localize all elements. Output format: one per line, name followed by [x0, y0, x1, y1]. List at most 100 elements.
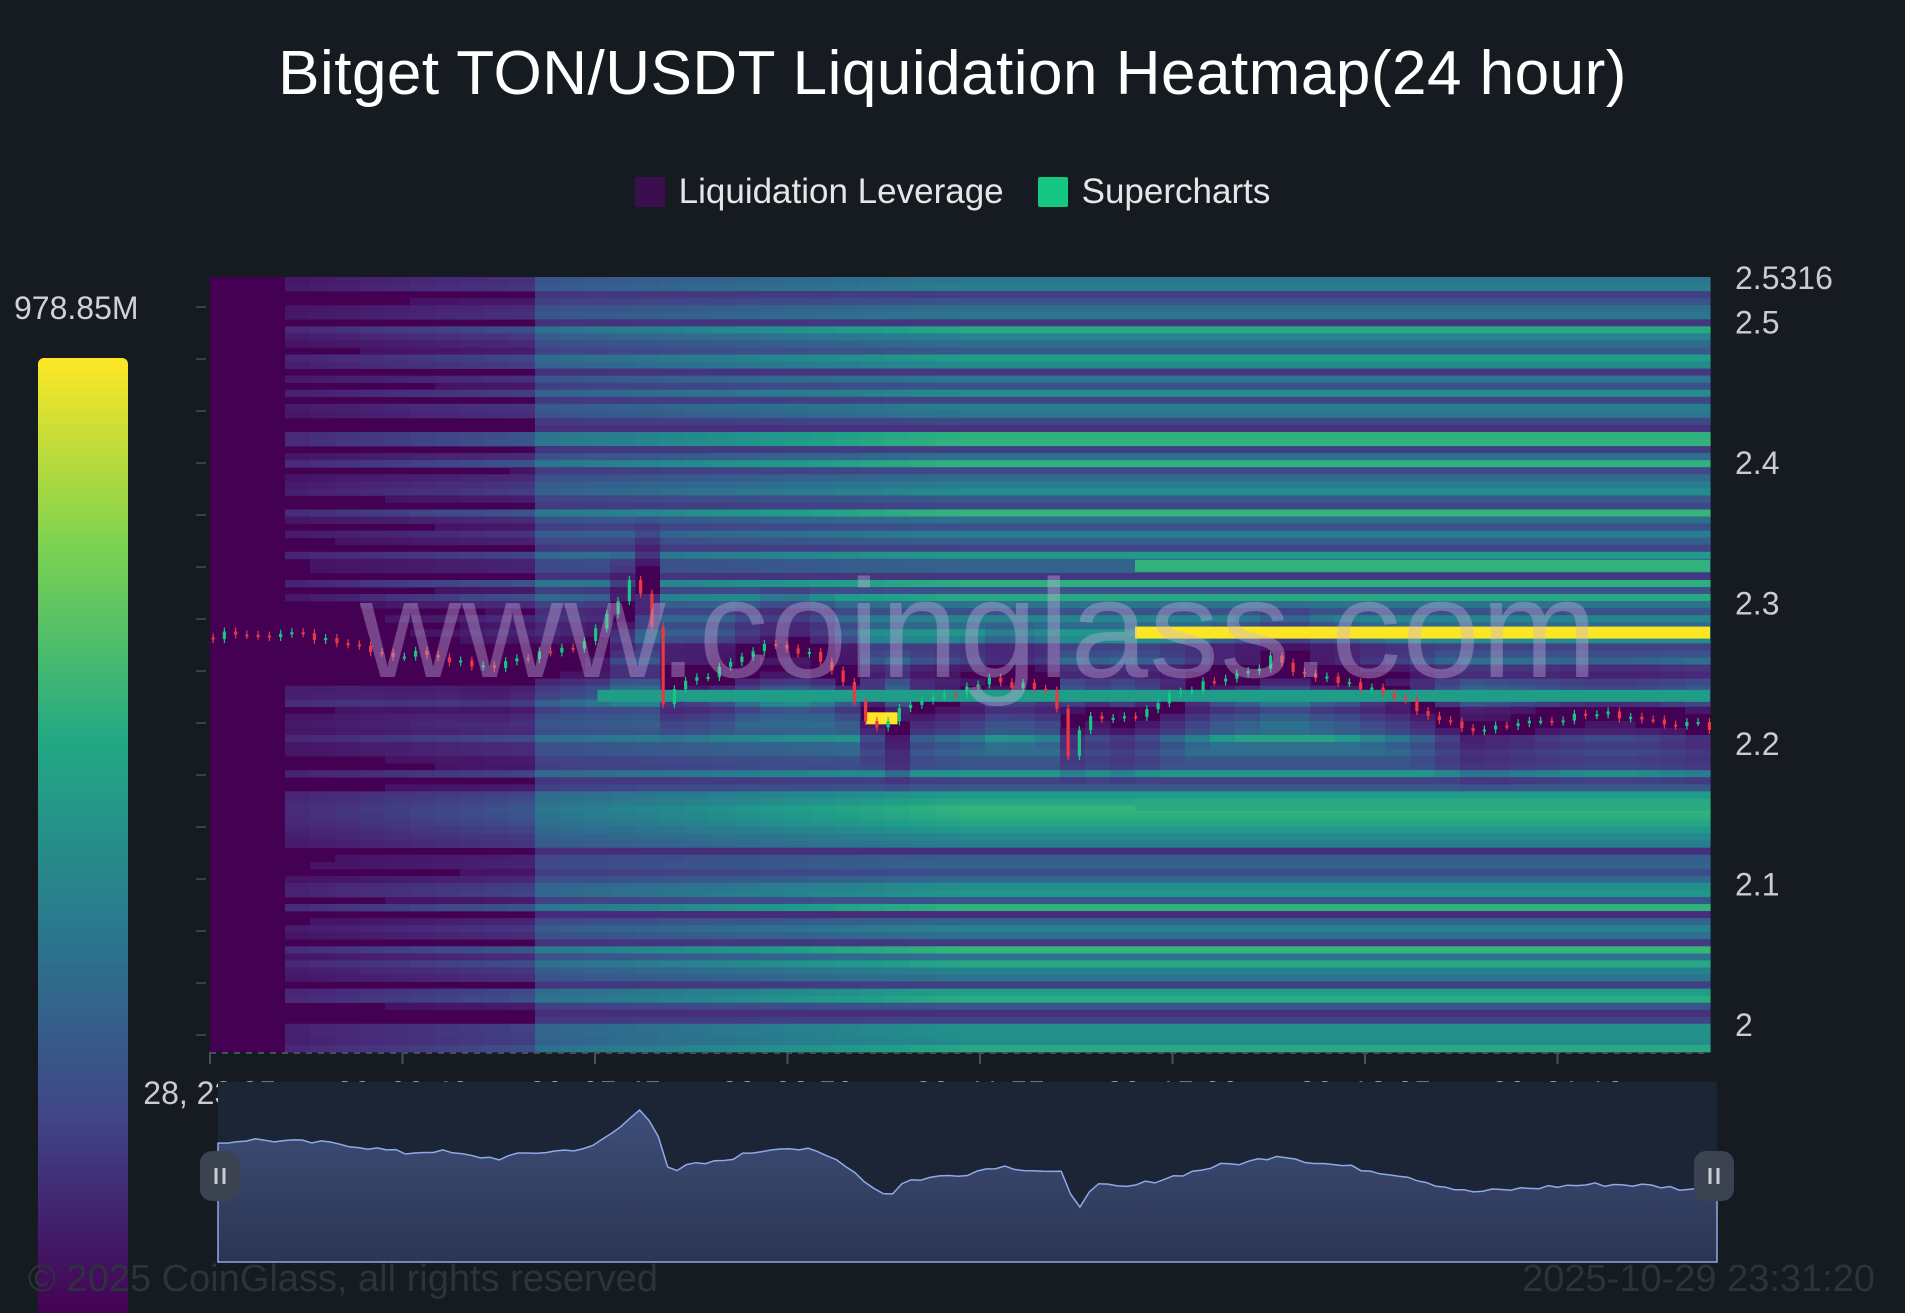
heat-cell: [835, 911, 861, 919]
heat-cell: [1310, 1037, 1336, 1046]
heat-cell: [1310, 1023, 1336, 1032]
heat-cell: [660, 911, 686, 919]
heat-cell: [885, 375, 911, 383]
heat-cell: [1185, 812, 1211, 820]
heat-cell: [335, 706, 361, 715]
heat-cell: [885, 410, 911, 419]
heat-cell: [785, 882, 811, 891]
heat-cell: [1160, 819, 1186, 827]
heat-cell: [735, 382, 761, 391]
heat-cell: [1135, 840, 1161, 848]
heat-cell: [585, 580, 611, 588]
heat-cell: [985, 305, 1011, 313]
heat-cell: [635, 601, 661, 609]
heat-cell: [460, 918, 486, 926]
heat-cell: [1035, 333, 1061, 341]
heat-cell: [1410, 291, 1436, 299]
heat-cell: [1485, 467, 1511, 475]
heat-cell: [1135, 403, 1161, 412]
heat-cell: [385, 925, 411, 933]
heat-cell: [1235, 812, 1261, 820]
heat-cell: [385, 277, 411, 285]
heatmap-area[interactable]: [210, 277, 1711, 1053]
heat-cell: [1160, 333, 1186, 341]
heat-cell: [760, 558, 786, 567]
heat-cell: [1260, 396, 1286, 405]
heat-cell: [810, 861, 836, 870]
heat-cell: [885, 1023, 911, 1032]
heat-cell: [1210, 770, 1236, 778]
heat-cell: [385, 988, 411, 996]
heat-cell: [560, 1037, 586, 1046]
heat-cell: [810, 481, 836, 489]
heat-cell: [435, 840, 461, 848]
heat-cell: [710, 636, 736, 644]
heat-cell: [1060, 847, 1086, 856]
heat-cell: [1285, 622, 1311, 630]
heat-cell: [810, 544, 836, 553]
heat-cell: [860, 298, 886, 306]
heat-cell: [835, 410, 861, 419]
heat-cell: [685, 861, 711, 870]
heat-cell: [810, 615, 836, 623]
legend-item-supercharts[interactable]: Supercharts: [1037, 172, 1270, 212]
heat-cell: [635, 904, 661, 912]
heat-cell: [635, 770, 661, 778]
heat-cell: [1310, 995, 1336, 1003]
heat-cell: [510, 580, 536, 588]
heat-cell: [1285, 615, 1311, 623]
heat-cell: [1260, 587, 1286, 595]
heat-cell: [285, 340, 311, 348]
heat-cell: [385, 967, 411, 975]
legend-item-liquidation-leverage[interactable]: Liquidation Leverage: [634, 172, 1004, 212]
heat-cell: [760, 389, 786, 398]
heat-cell: [1510, 277, 1536, 285]
heat-cell: [985, 897, 1011, 905]
heat-cell: [760, 657, 786, 665]
heat-cell: [1360, 784, 1386, 792]
heat-cell: [435, 558, 461, 567]
heat-cell: [1310, 890, 1336, 898]
heat-cell: [560, 819, 586, 827]
heat-cell: [585, 875, 611, 884]
heat-cell: [660, 995, 686, 1003]
heat-cell: [635, 403, 661, 412]
heat-cell: [1360, 735, 1386, 743]
heat-cell: [985, 911, 1011, 919]
heat-cell: [1460, 791, 1486, 799]
heat-cell: [1385, 284, 1411, 292]
heat-cell: [835, 1037, 861, 1046]
heat-cell: [1485, 594, 1511, 602]
heat-cell: [1260, 791, 1286, 799]
heat-cell: [835, 974, 861, 982]
heat-cell: [960, 882, 986, 891]
heat-cell: [985, 777, 1011, 785]
heat-cell: [1060, 481, 1086, 489]
heat-cell: [1010, 847, 1036, 856]
heat-cell: [610, 685, 636, 693]
heat-cell: [285, 551, 311, 560]
heat-cell: [1360, 417, 1386, 426]
heat-cell: [360, 882, 386, 891]
heat-cell: [1010, 565, 1036, 574]
heat-cell: [785, 509, 811, 517]
heat-cell: [835, 284, 861, 292]
heat-cell: [760, 1045, 786, 1053]
heat-cell: [735, 502, 761, 510]
heat-cell: [785, 742, 811, 750]
legend-label-liquidation-leverage: Liquidation Leverage: [678, 172, 1004, 211]
heat-cell: [710, 305, 736, 313]
heat-cell: [560, 629, 586, 637]
heat-cell: [1060, 587, 1086, 595]
heat-cell: [485, 601, 511, 609]
heat-cell: [1260, 298, 1286, 306]
heat-cell: [1085, 840, 1111, 848]
heat-cell: [610, 925, 636, 933]
heat-cell: [1335, 749, 1361, 757]
heat-cell: [1460, 657, 1486, 665]
heat-cell: [585, 516, 611, 524]
heat-cell: [835, 890, 861, 898]
heat-cell: [985, 939, 1011, 947]
heat-cell: [1110, 467, 1136, 475]
